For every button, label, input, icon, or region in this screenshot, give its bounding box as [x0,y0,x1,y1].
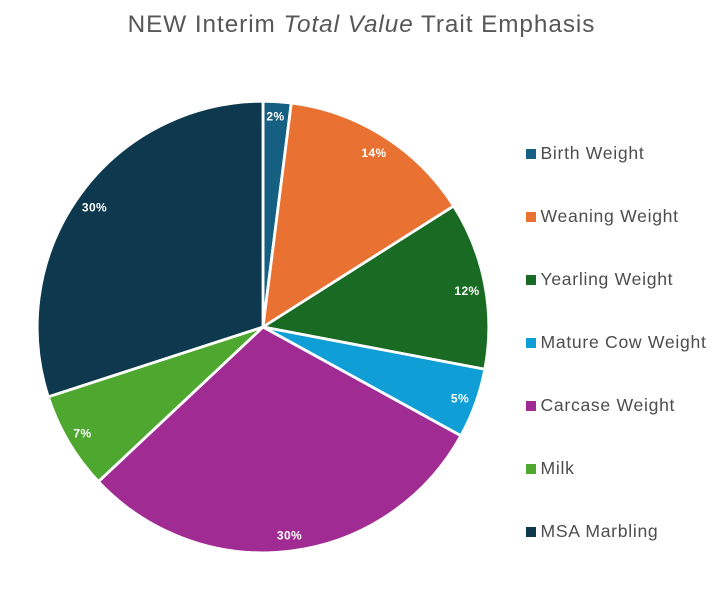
svg-text:30%: 30% [82,201,107,215]
svg-text:30%: 30% [277,529,302,543]
svg-text:12%: 12% [454,284,479,298]
svg-text:7%: 7% [73,427,91,441]
svg-text:14%: 14% [361,146,386,160]
svg-text:5%: 5% [451,392,469,406]
svg-text:2%: 2% [266,110,284,124]
